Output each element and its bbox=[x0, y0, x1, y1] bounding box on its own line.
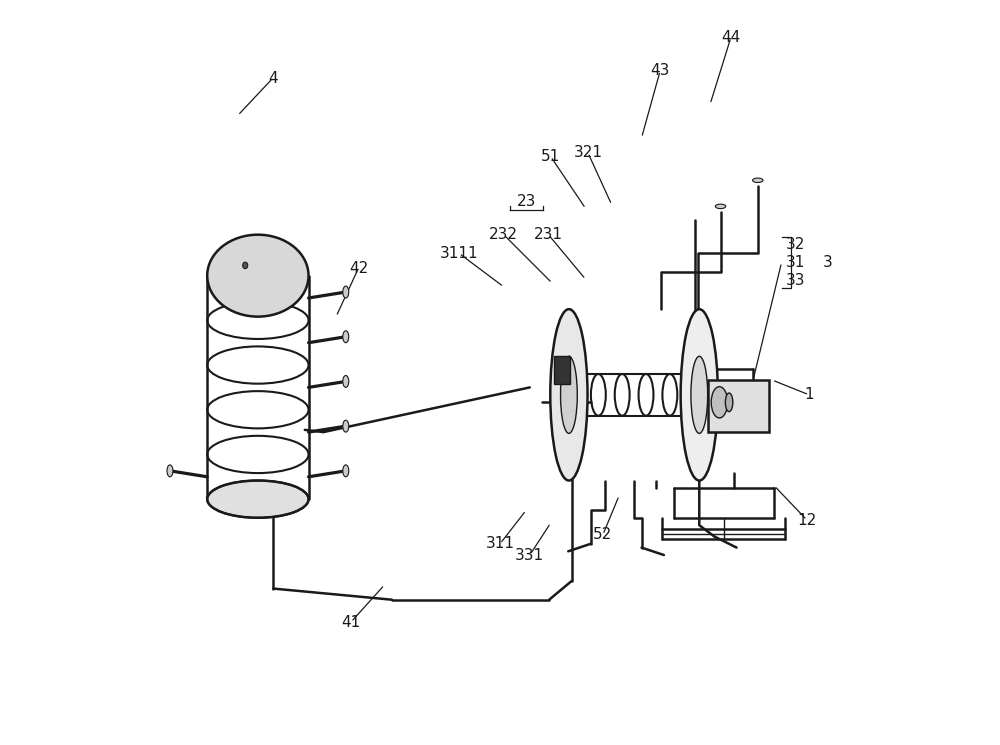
Ellipse shape bbox=[691, 356, 708, 434]
Text: 41: 41 bbox=[341, 615, 361, 630]
Text: 52: 52 bbox=[593, 527, 612, 542]
Text: 311: 311 bbox=[485, 536, 514, 551]
Text: 331: 331 bbox=[515, 548, 544, 562]
Text: 232: 232 bbox=[489, 227, 518, 242]
Ellipse shape bbox=[715, 204, 726, 209]
Text: 23: 23 bbox=[516, 194, 536, 209]
Ellipse shape bbox=[725, 393, 733, 412]
Ellipse shape bbox=[343, 286, 349, 298]
Ellipse shape bbox=[753, 178, 763, 183]
Text: 3111: 3111 bbox=[440, 246, 478, 261]
FancyBboxPatch shape bbox=[708, 380, 769, 433]
Ellipse shape bbox=[681, 309, 718, 481]
Text: 51: 51 bbox=[541, 149, 560, 164]
Text: 43: 43 bbox=[650, 63, 670, 78]
Text: 1: 1 bbox=[804, 387, 814, 402]
Text: 3: 3 bbox=[823, 255, 833, 270]
Text: 42: 42 bbox=[349, 261, 368, 276]
Text: 231: 231 bbox=[534, 227, 563, 242]
Ellipse shape bbox=[561, 356, 577, 434]
Ellipse shape bbox=[343, 465, 349, 477]
Text: 32: 32 bbox=[786, 237, 805, 252]
Ellipse shape bbox=[343, 331, 349, 343]
Text: 31: 31 bbox=[786, 255, 805, 270]
Ellipse shape bbox=[167, 465, 173, 477]
Ellipse shape bbox=[343, 375, 349, 387]
Text: 33: 33 bbox=[786, 273, 806, 288]
Text: 4: 4 bbox=[268, 71, 278, 86]
Text: 44: 44 bbox=[721, 30, 741, 45]
Ellipse shape bbox=[243, 262, 248, 269]
Ellipse shape bbox=[711, 387, 728, 418]
Text: 12: 12 bbox=[797, 513, 817, 527]
Ellipse shape bbox=[343, 420, 349, 432]
Ellipse shape bbox=[207, 481, 309, 518]
Bar bbox=[554, 356, 570, 384]
Ellipse shape bbox=[207, 235, 309, 317]
Ellipse shape bbox=[550, 309, 588, 481]
Text: 321: 321 bbox=[573, 145, 602, 160]
